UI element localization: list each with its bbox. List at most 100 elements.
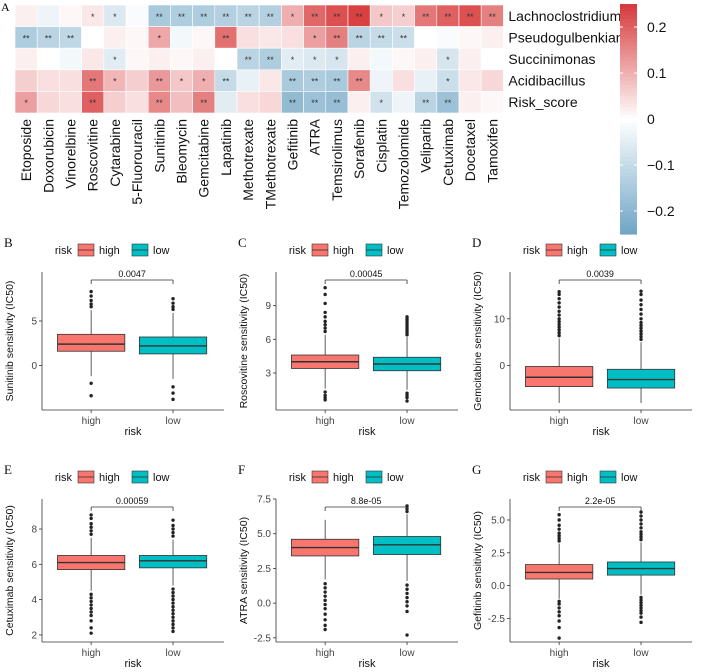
heatmap-cell (414, 26, 438, 49)
outlier-point (171, 615, 175, 619)
y-tick-label: 2.5 (491, 548, 505, 559)
heatmap-significance-mark: ** (311, 12, 319, 22)
heatmap-cell (436, 26, 460, 49)
outlier-point (323, 323, 327, 327)
heatmap-column-label: Cytarabine (107, 119, 123, 187)
y-axis-label: Gemcitabine sensitivity (IC50) (472, 271, 484, 410)
y-tick-label: 2.5 (257, 564, 271, 575)
heatmap-cell (458, 91, 482, 114)
heatmap-cells: * * ** ** ** ** ** ** * ** ** ** * * ** ** ** **** ** ** * **… (14, 4, 504, 114)
heatmap-cell (258, 91, 282, 114)
outlier-point (557, 599, 561, 604)
heatmap-cell (36, 91, 60, 114)
heatmap-cell (392, 69, 415, 92)
outlier-point (639, 317, 643, 321)
outlier-point (405, 395, 409, 400)
outlier-point (171, 590, 175, 595)
heatmap-column-label: Roscovitine (85, 119, 101, 192)
outlier-point (323, 623, 327, 628)
outlier-point (323, 627, 327, 632)
y-tick-label: 7.5 (257, 495, 271, 506)
y-axis-label: ATRA sensitivity (IC50) (238, 517, 250, 624)
outlier-point (323, 326, 327, 330)
y-tick-label: 0.0 (257, 599, 271, 610)
heatmap-column-label: Vinorelbine (63, 119, 79, 189)
outlier-point (89, 606, 93, 611)
outlier-point (171, 608, 175, 612)
heatmap-row-label: Lachnoclostridium (508, 8, 621, 24)
heatmap-cell (147, 47, 171, 71)
heatmap-cell (192, 26, 216, 49)
heatmap-significance-mark: ** (289, 77, 297, 87)
outlier-point (557, 313, 561, 317)
outlier-point (405, 633, 409, 637)
legend-gradient-segment (620, 53, 637, 59)
heatmap-significance-mark: * (158, 33, 162, 43)
outlier-point (89, 298, 93, 303)
heatmap-significance-mark: * (91, 12, 95, 22)
legend-gradient-segment (620, 103, 637, 109)
outlier-point (639, 595, 643, 600)
outlier-point (89, 599, 93, 604)
outlier-point (89, 394, 93, 398)
outlier-point (171, 587, 175, 591)
heatmap-significance-mark: ** (467, 12, 475, 22)
legend-title: risk (523, 472, 541, 484)
heatmap-row-label: Pseudogulbenkiania (508, 29, 634, 45)
y-tick-label: -2.5 (254, 633, 272, 644)
heatmap-cell (103, 91, 127, 114)
outlier-point (405, 604, 409, 608)
heatmap-significance-mark: * (113, 55, 117, 65)
legend-gradient-segment (620, 96, 637, 101)
heatmap-cell (392, 47, 415, 71)
outlier-point (89, 592, 93, 597)
heatmap-significance-mark: ** (333, 12, 341, 22)
legend-gradient-segment (620, 57, 637, 63)
legend-gradient-segment (620, 80, 637, 86)
legend-gradient-segment (620, 76, 637, 82)
y-axis-label: Cetuximab sensitivity (IC50) (4, 505, 16, 636)
outlier-point (323, 310, 327, 315)
heatmap-cell (125, 26, 149, 49)
heatmap-column-label: Gemcitabine (196, 119, 212, 198)
outlier-point (171, 597, 175, 602)
legend-gradient-segment (620, 226, 637, 231)
y-tick-label: 2 (31, 630, 37, 641)
legend-label-low: low (621, 472, 638, 484)
legend-gradient-segment (620, 207, 637, 212)
outlier-point (89, 613, 93, 618)
y-tick-label: 0.0 (491, 581, 505, 592)
outlier-point (405, 600, 409, 604)
outlier-point (171, 301, 175, 305)
legend-gradient-segment (620, 218, 637, 224)
box-high (57, 333, 126, 352)
heatmap-cell (125, 91, 149, 114)
outlier-point (323, 301, 327, 306)
heatmap-significance-mark: * (113, 12, 117, 22)
outlier-point (639, 332, 643, 336)
legend-gradient-segment (620, 230, 637, 235)
outlier-point (171, 523, 175, 528)
heatmap-column-label: Sunitinib (151, 119, 167, 173)
legend-gradient-segment (620, 23, 637, 28)
outlier-point (557, 536, 561, 541)
heatmap-cell (36, 4, 60, 27)
legend-gradient-segment (620, 214, 637, 220)
heatmap-significance-mark: * (446, 55, 450, 65)
heatmap-row-label: Acidibacillus (508, 73, 585, 89)
heatmap-column-label: Bleomycin (174, 119, 190, 184)
x-tick-label: low (634, 648, 650, 659)
legend-tick-label: −0.2 (647, 203, 675, 219)
legend-gradient-segment (620, 27, 637, 32)
outlier-point (639, 532, 643, 537)
outlier-point (639, 323, 643, 328)
outlier-point (89, 610, 93, 614)
outlier-point (557, 602, 561, 606)
heatmap-cell (458, 47, 482, 71)
outlier-point (639, 537, 643, 542)
legend-gradient-segment (620, 84, 637, 89)
legend-gradient-segment (620, 65, 637, 70)
outlier-point (557, 513, 561, 517)
